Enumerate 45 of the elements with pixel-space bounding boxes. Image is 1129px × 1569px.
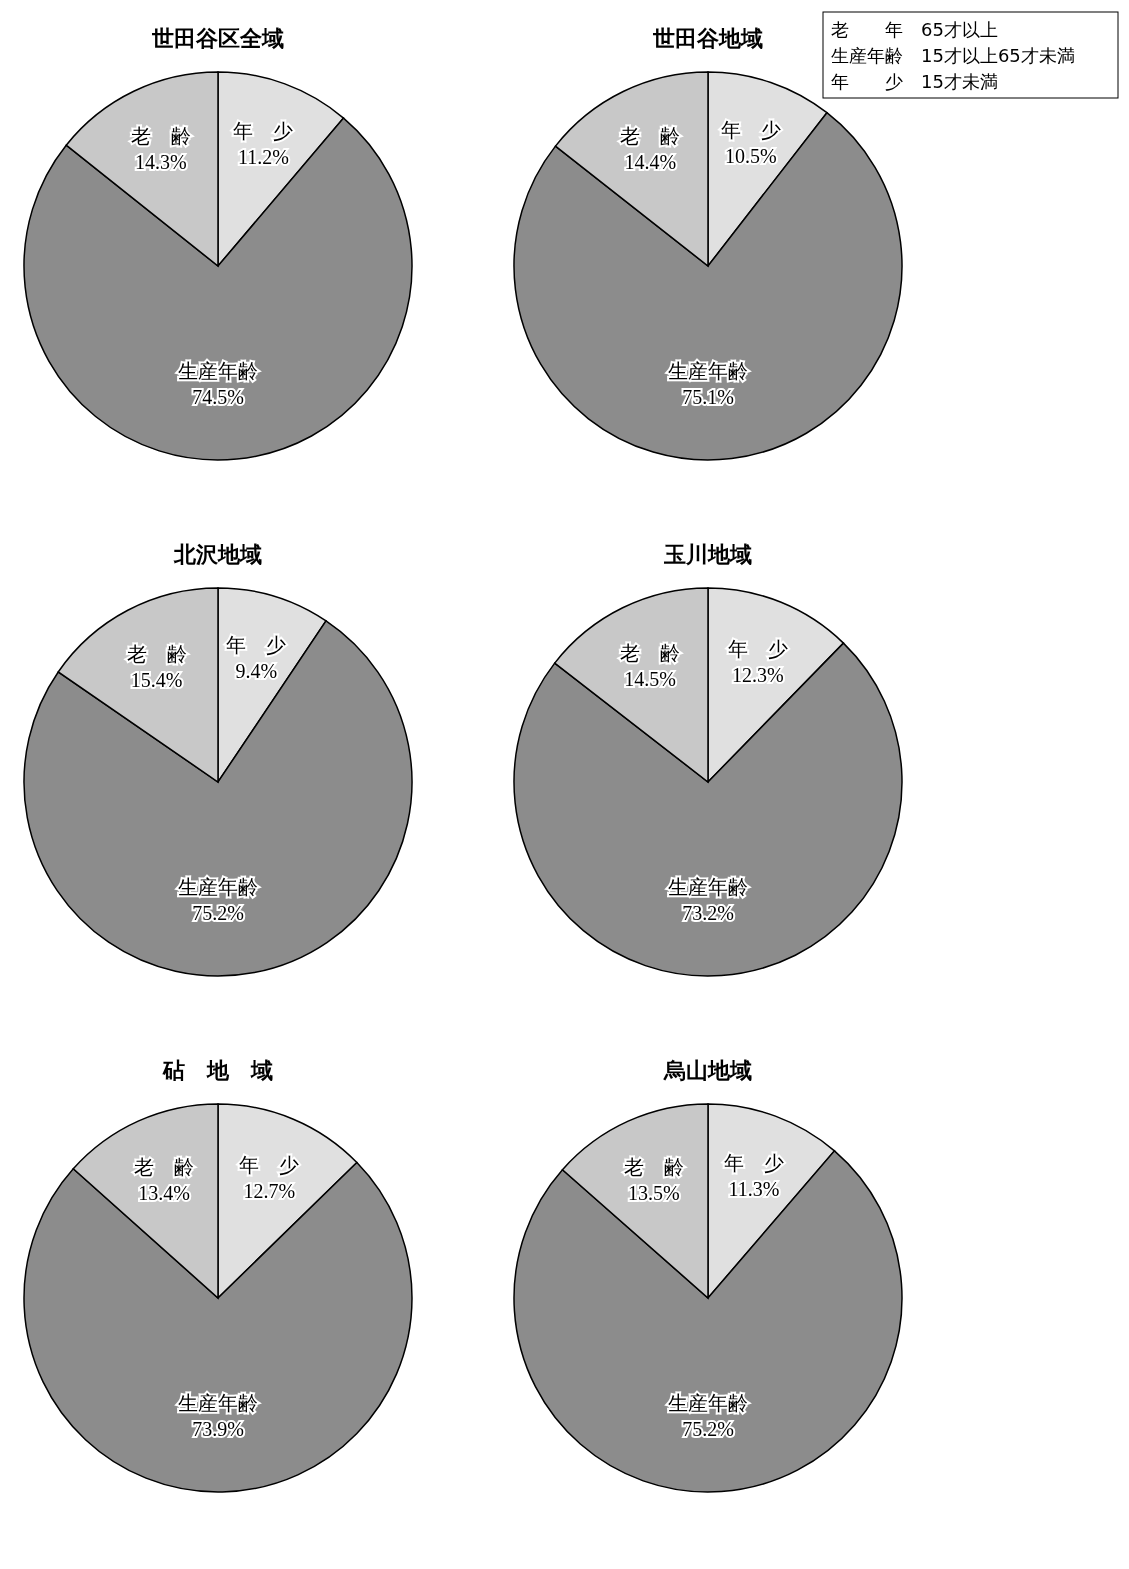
text: 生産年齢 15才以上65才未満 (831, 45, 1075, 66)
chart-title: 砧 地 域 (162, 1058, 273, 1083)
slice-label: 生産年齢 (178, 876, 258, 899)
slice-label: 老 齢 (623, 1155, 684, 1178)
slice-label: 年 少 (727, 637, 788, 660)
data-label: 75.1% (682, 386, 734, 409)
slice-label: 老 齢 (619, 641, 680, 664)
data-label: 75.2% (682, 1418, 734, 1441)
slice-label: 生産年齢 (668, 360, 748, 383)
chart-title: 世田谷地域 (652, 26, 763, 51)
data-label: 73.9% (192, 1418, 244, 1441)
data-label: 13.4% (138, 1181, 190, 1204)
slice-label: 老 齢 (130, 125, 191, 148)
data-label: 15.4% (130, 669, 183, 692)
slice-label: 生産年齢 (178, 1392, 258, 1415)
data-label: 9.4% (235, 659, 278, 682)
slice-label: 年 少 (720, 119, 781, 142)
data-label: 10.5% (724, 145, 777, 168)
slice-label: 老 齢 (126, 643, 187, 666)
chart-title: 玉川地域 (663, 542, 752, 567)
chart-title: 烏山地域 (663, 1058, 752, 1083)
data-label: 14.3% (134, 151, 187, 174)
data-label: 74.5% (192, 386, 244, 409)
slice-label: 年 少 (233, 120, 294, 143)
data-label: 14.4% (624, 151, 677, 174)
slice-label: 年 少 (226, 633, 287, 656)
data-label: 11.3% (728, 1178, 780, 1201)
data-label: 12.3% (731, 663, 784, 686)
data-label: 13.5% (627, 1181, 680, 1204)
slice-label: 生産年齢 (668, 1392, 748, 1415)
text: 老 年 65才以上 (831, 19, 998, 40)
data-label: 75.2% (192, 902, 244, 925)
data-label: 14.5% (624, 667, 676, 690)
data-label: 12.7% (243, 1180, 296, 1203)
data-label: 11.2% (238, 146, 289, 169)
slice-label: 生産年齢 (668, 876, 748, 899)
text: 年 少 15才未満 (831, 71, 998, 92)
slice-label: 老 齢 (620, 125, 681, 148)
chart-title: 北沢地域 (173, 542, 262, 567)
slice-label: 生産年齢 (178, 360, 258, 383)
data-label: 73.2% (682, 902, 734, 925)
chart-title: 世田谷区全域 (151, 26, 284, 51)
slice-label: 年 少 (723, 1152, 784, 1175)
slice-label: 年 少 (239, 1154, 300, 1177)
slice-label: 老 齢 (134, 1155, 195, 1178)
